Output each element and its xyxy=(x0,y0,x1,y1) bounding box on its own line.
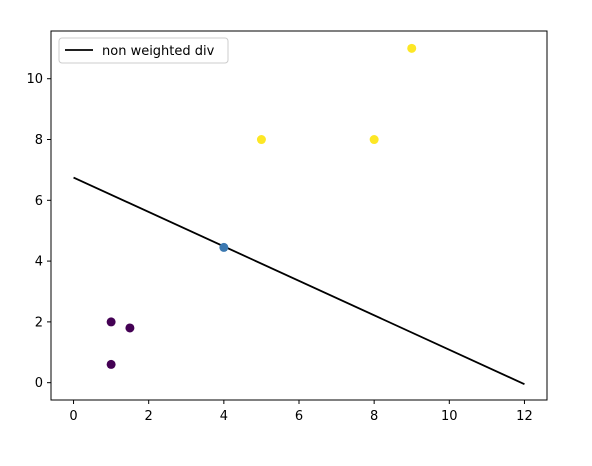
x-tick-label: 0 xyxy=(69,409,77,424)
scatter-point xyxy=(407,43,417,53)
y-tick-label: 2 xyxy=(35,315,43,330)
plot-layer xyxy=(73,43,525,386)
legend: non weighted div xyxy=(58,37,229,64)
series-line-non-weighted-div xyxy=(73,176,525,386)
x-tick-label: 10 xyxy=(441,409,458,424)
legend-box xyxy=(58,37,229,64)
y-tick-label: 6 xyxy=(35,194,43,209)
x-tick-label: 4 xyxy=(220,409,228,424)
scatter-point xyxy=(219,242,229,252)
plot-area-frame xyxy=(50,30,548,401)
x-tick-label: 2 xyxy=(145,409,153,424)
x-tick-label: 8 xyxy=(370,409,378,424)
axis-layer: 0 2 4 6 8 10 12 0 2 4 6 8 10 xyxy=(26,72,532,424)
y-tick-label: 8 xyxy=(35,133,43,148)
scatter-point xyxy=(256,135,266,145)
y-tick-label: 10 xyxy=(26,72,43,87)
scatter-point xyxy=(106,359,116,369)
scatter-point xyxy=(369,135,379,145)
legend-label: non weighted div xyxy=(102,44,215,59)
y-tick-label: 0 xyxy=(35,376,43,391)
scatter-point xyxy=(125,323,135,333)
x-tick-label: 6 xyxy=(295,409,303,424)
x-tick-label: 12 xyxy=(516,409,533,424)
scatter-point xyxy=(106,317,116,327)
y-tick-label: 4 xyxy=(35,255,43,270)
